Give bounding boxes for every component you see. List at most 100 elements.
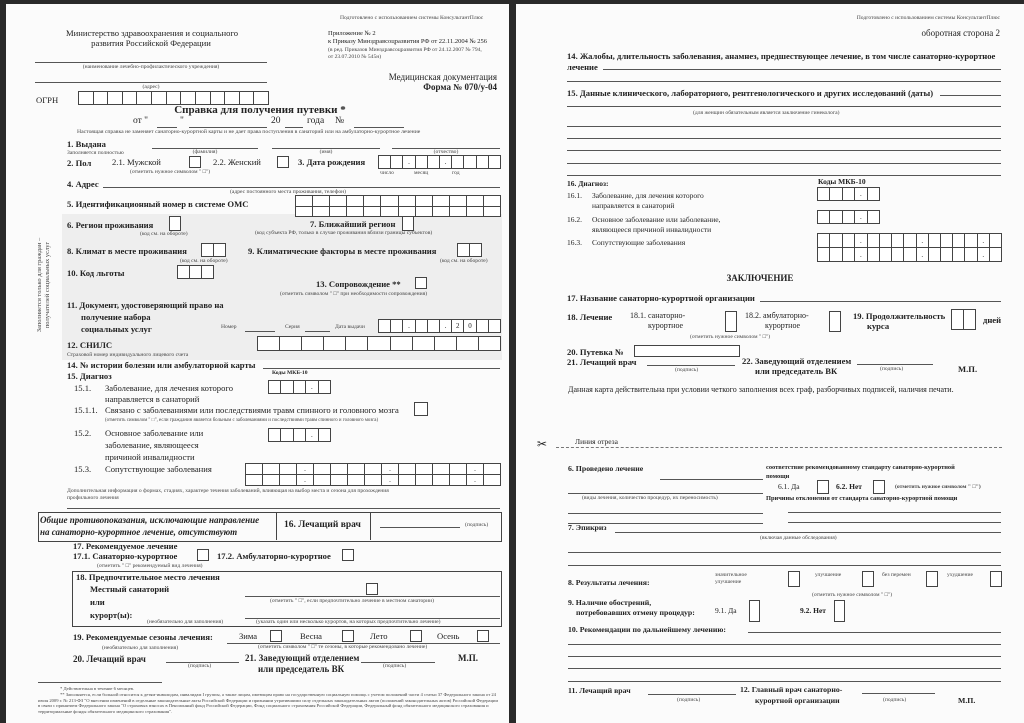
recommendations-line[interactable] [568,656,1001,657]
input-cell[interactable] [263,475,280,486]
research-line[interactable] [567,126,1001,127]
input-cell[interactable] [830,211,843,224]
input-cell[interactable] [331,464,348,475]
input-cell[interactable]: . [382,464,399,475]
input-cell[interactable] [346,337,369,351]
treatment-line[interactable] [568,513,763,514]
input-cell[interactable] [432,196,450,207]
nearest-region-cell[interactable] [402,216,414,231]
input-cell[interactable] [842,234,856,248]
input-cell[interactable] [269,429,282,442]
input-cell[interactable]: . [855,188,868,201]
name-line[interactable] [272,148,380,149]
input-cell[interactable] [330,206,348,217]
input-cell[interactable] [842,211,856,224]
input-cell[interactable] [379,156,392,169]
input-cell[interactable] [318,429,331,442]
input-cell[interactable] [293,429,307,442]
input-cell[interactable] [416,475,433,486]
spring-checkbox[interactable] [342,630,354,642]
input-cell[interactable] [953,248,966,262]
input-cell[interactable] [195,92,211,105]
input-cell[interactable] [466,196,484,207]
research-line[interactable] [567,163,1001,164]
complaints-line[interactable] [567,81,1001,82]
input-cell[interactable] [484,475,501,486]
local-sanatorium-line[interactable] [245,596,500,597]
input-cell[interactable] [892,234,905,248]
input-cell[interactable] [399,464,416,475]
sanatorium-checkbox[interactable] [197,549,209,561]
input-cell[interactable] [181,92,196,105]
epicrisis-line[interactable] [615,532,1001,533]
improvement-checkbox[interactable] [862,571,874,587]
input-cell[interactable] [830,248,843,262]
input-cell[interactable] [280,464,297,475]
input-cell[interactable] [254,92,269,105]
input-cell[interactable] [433,475,450,486]
complaints-line[interactable] [603,69,1001,70]
input-cell[interactable] [989,234,1002,248]
address-line[interactable] [35,82,267,83]
input-cell[interactable]: . [916,234,929,248]
input-cell[interactable] [464,156,477,169]
history-number-line[interactable] [263,368,500,369]
input-cell[interactable] [818,234,831,248]
input-cell[interactable] [381,196,399,207]
input-cell[interactable] [830,234,843,248]
research-line[interactable] [567,106,1001,107]
input-cell[interactable] [280,475,297,486]
input-cell[interactable] [318,381,331,394]
input-cell[interactable] [470,244,482,257]
epicrisis-line[interactable] [568,552,1001,553]
extra-info-line[interactable] [67,508,500,509]
doctor-signature-line[interactable] [380,527,460,528]
treatment-line[interactable] [568,523,763,524]
ambulatory-checkbox[interactable] [342,549,354,561]
input-cell[interactable]: . [467,475,484,486]
input-cell[interactable] [365,475,382,486]
chief-signature-line[interactable] [862,693,935,694]
sanatorium-checkbox[interactable] [725,311,737,332]
input-cell[interactable]: . [382,475,399,486]
input-cell[interactable] [904,234,917,248]
head-signature-line[interactable] [361,662,435,663]
input-cell[interactable] [904,248,917,262]
input-cell[interactable] [830,188,843,201]
input-cell[interactable] [450,464,467,475]
organization-line[interactable] [760,301,1001,302]
input-cell[interactable] [137,92,153,105]
input-cell[interactable] [258,337,281,351]
input-cell[interactable] [313,206,331,217]
female-checkbox[interactable] [277,156,289,168]
compliance-no-checkbox[interactable] [873,480,885,494]
input-cell[interactable]: . [467,464,484,475]
input-cell[interactable] [818,211,831,224]
input-cell[interactable] [314,475,331,486]
compliance-yes-checkbox[interactable] [817,480,829,494]
input-cell[interactable] [941,234,954,248]
input-cell[interactable]: . [403,320,416,333]
recommendations-line[interactable] [568,644,1001,645]
winter-checkbox[interactable] [270,630,282,642]
input-cell[interactable] [281,381,294,394]
input-cell[interactable]: 2 [452,320,465,333]
input-cell[interactable] [214,244,226,257]
input-cell[interactable] [364,206,382,217]
input-cell[interactable] [399,475,416,486]
input-cell[interactable] [415,320,428,333]
input-cell[interactable]: . [297,475,314,486]
input-cell[interactable] [416,464,433,475]
autumn-checkbox[interactable] [477,630,489,642]
research-line[interactable] [567,175,1001,176]
input-cell[interactable] [952,310,964,330]
input-cell[interactable] [79,92,94,105]
input-cell[interactable] [210,92,226,105]
input-cell[interactable] [488,320,501,333]
summer-checkbox[interactable] [410,630,422,642]
input-cell[interactable] [842,248,856,262]
input-cell[interactable] [302,337,325,351]
input-cell[interactable] [412,337,435,351]
reasons-line[interactable] [788,522,1001,523]
local-sanatorium-checkbox[interactable] [366,583,378,595]
